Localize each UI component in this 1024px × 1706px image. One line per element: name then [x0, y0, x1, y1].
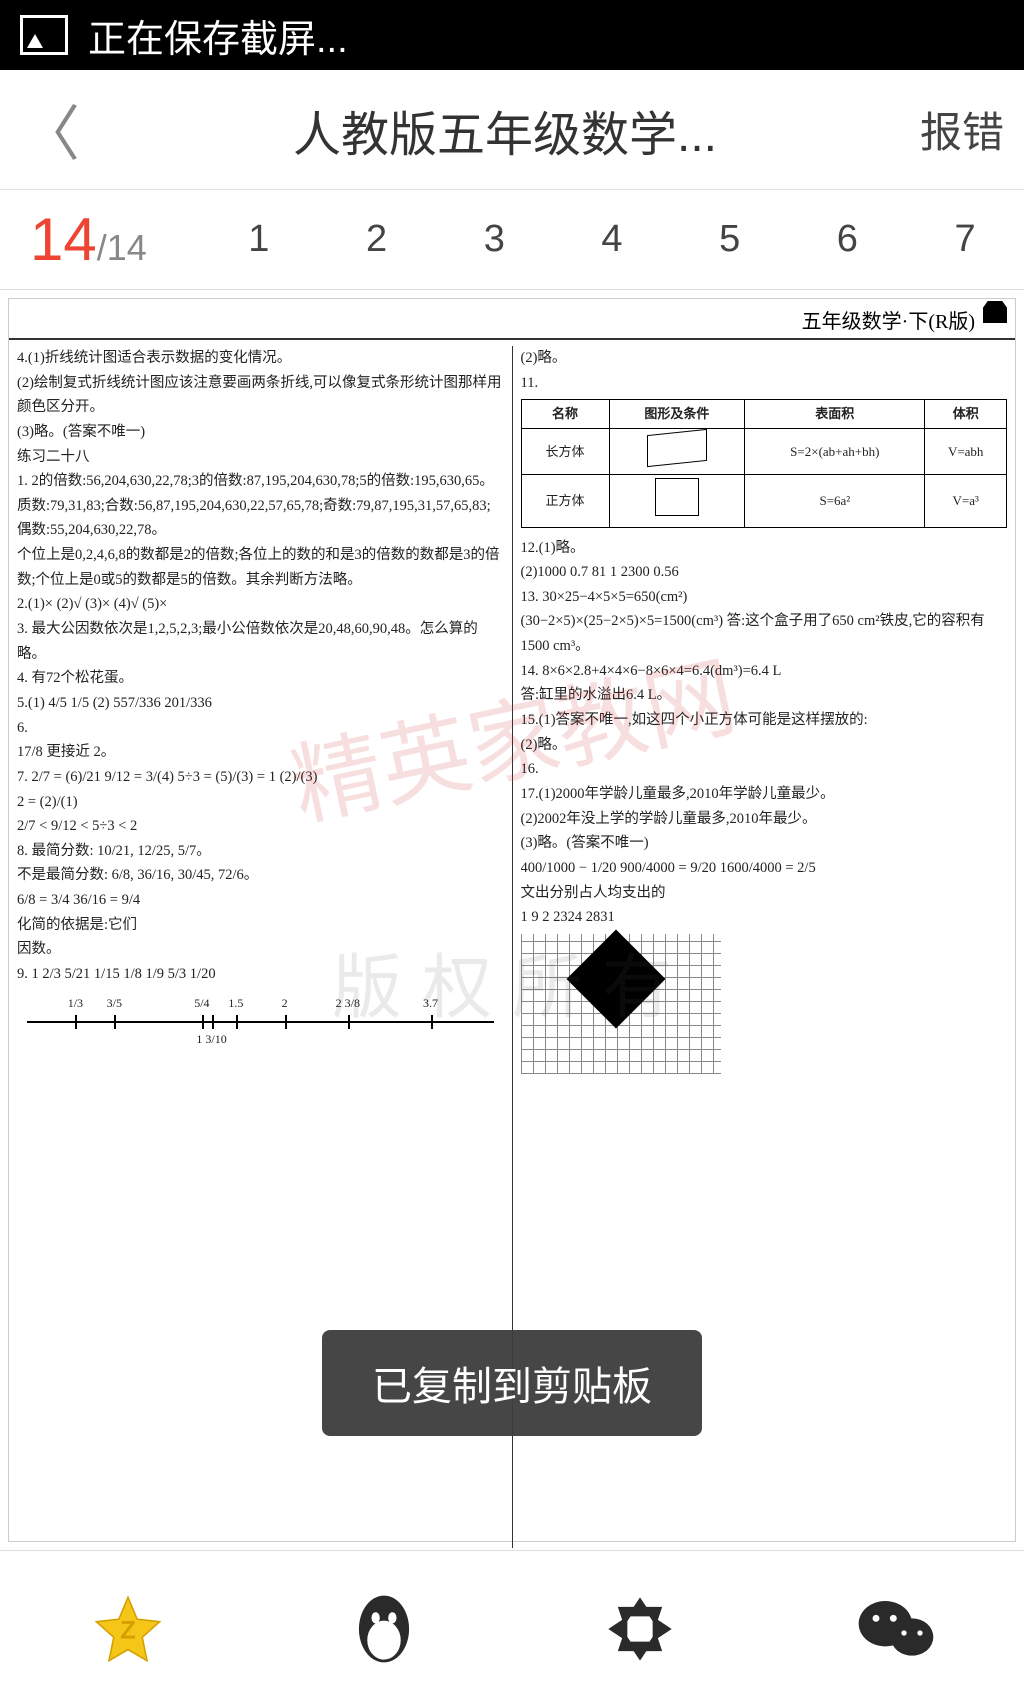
- cuboid-figure: [647, 429, 707, 467]
- tab-2[interactable]: 2: [346, 208, 407, 271]
- page-tab-bar: 14 /14 1 2 3 4 5 6 7: [0, 190, 1024, 290]
- table-cell: 长方体: [521, 429, 609, 475]
- table-cell: V=a³: [925, 475, 1007, 527]
- tab-6[interactable]: 6: [817, 208, 878, 271]
- svg-text:Z: Z: [120, 1616, 135, 1644]
- wechat-icon: [856, 1594, 936, 1664]
- table-header: 名称: [521, 400, 609, 429]
- moments-share-button[interactable]: [600, 1589, 680, 1669]
- table-header: 体积: [925, 400, 1007, 429]
- table-cell: S=6a²: [745, 475, 925, 527]
- tab-3[interactable]: 3: [464, 208, 525, 271]
- page-title: 人教版五年级数学...: [110, 95, 900, 165]
- report-error-button[interactable]: 报错: [920, 99, 1004, 160]
- page-counter: 14 /14: [0, 205, 200, 274]
- table-cell: [609, 475, 745, 527]
- back-button[interactable]: 〈: [20, 86, 80, 173]
- status-text: 正在保存截屏...: [88, 8, 348, 63]
- total-pages: /14: [97, 227, 147, 269]
- current-page-number: 14: [30, 205, 97, 274]
- table-header: 图形及条件: [609, 400, 745, 429]
- cube-figure: [655, 478, 699, 516]
- penguin-icon: [349, 1590, 419, 1668]
- screenshot-saving-icon: [20, 15, 68, 55]
- right-rest-text: 12.(1)略。 (2)1000 0.7 81 1 2300 0.56 13. …: [521, 536, 1008, 930]
- tab-4[interactable]: 4: [581, 208, 642, 271]
- number-line-figure: 1/33/55/41.522 3/83.71 3/10: [17, 993, 504, 1043]
- table-cell: 正方体: [521, 475, 609, 527]
- right-top-text: (2)略。 11.: [521, 346, 1008, 395]
- table-cell: [609, 429, 745, 475]
- tab-5[interactable]: 5: [699, 208, 760, 271]
- left-column-text: 4.(1)折线统计图适合表示数据的变化情况。 (2)绘制复式折线统计图应该注意要…: [17, 346, 504, 987]
- table-cell: S=2×(ab+ah+bh): [745, 429, 925, 475]
- qzone-share-button[interactable]: Z: [88, 1589, 168, 1669]
- table-header: 表面积: [745, 400, 925, 429]
- aperture-icon: [602, 1591, 678, 1667]
- qq-share-button[interactable]: [344, 1589, 424, 1669]
- table-cell: V=abh: [925, 429, 1007, 475]
- tab-list: 1 2 3 4 5 6 7: [200, 208, 1024, 271]
- grid-pattern-figure: [521, 934, 721, 1074]
- document-page-header: 五年级数学·下(R版): [9, 299, 1015, 340]
- clipboard-toast: 已复制到剪贴板: [322, 1330, 702, 1436]
- tab-7[interactable]: 7: [935, 208, 996, 271]
- status-bar: 正在保存截屏...: [0, 0, 1024, 70]
- star-icon: Z: [90, 1591, 166, 1667]
- share-bar: Z: [0, 1550, 1024, 1706]
- tab-1[interactable]: 1: [228, 208, 289, 271]
- formula-table: 名称 图形及条件 表面积 体积 长方体 S=2×(ab+ah+bh) V=abh…: [521, 399, 1008, 527]
- wechat-share-button[interactable]: [856, 1589, 936, 1669]
- app-header: 〈 人教版五年级数学... 报错: [0, 70, 1024, 190]
